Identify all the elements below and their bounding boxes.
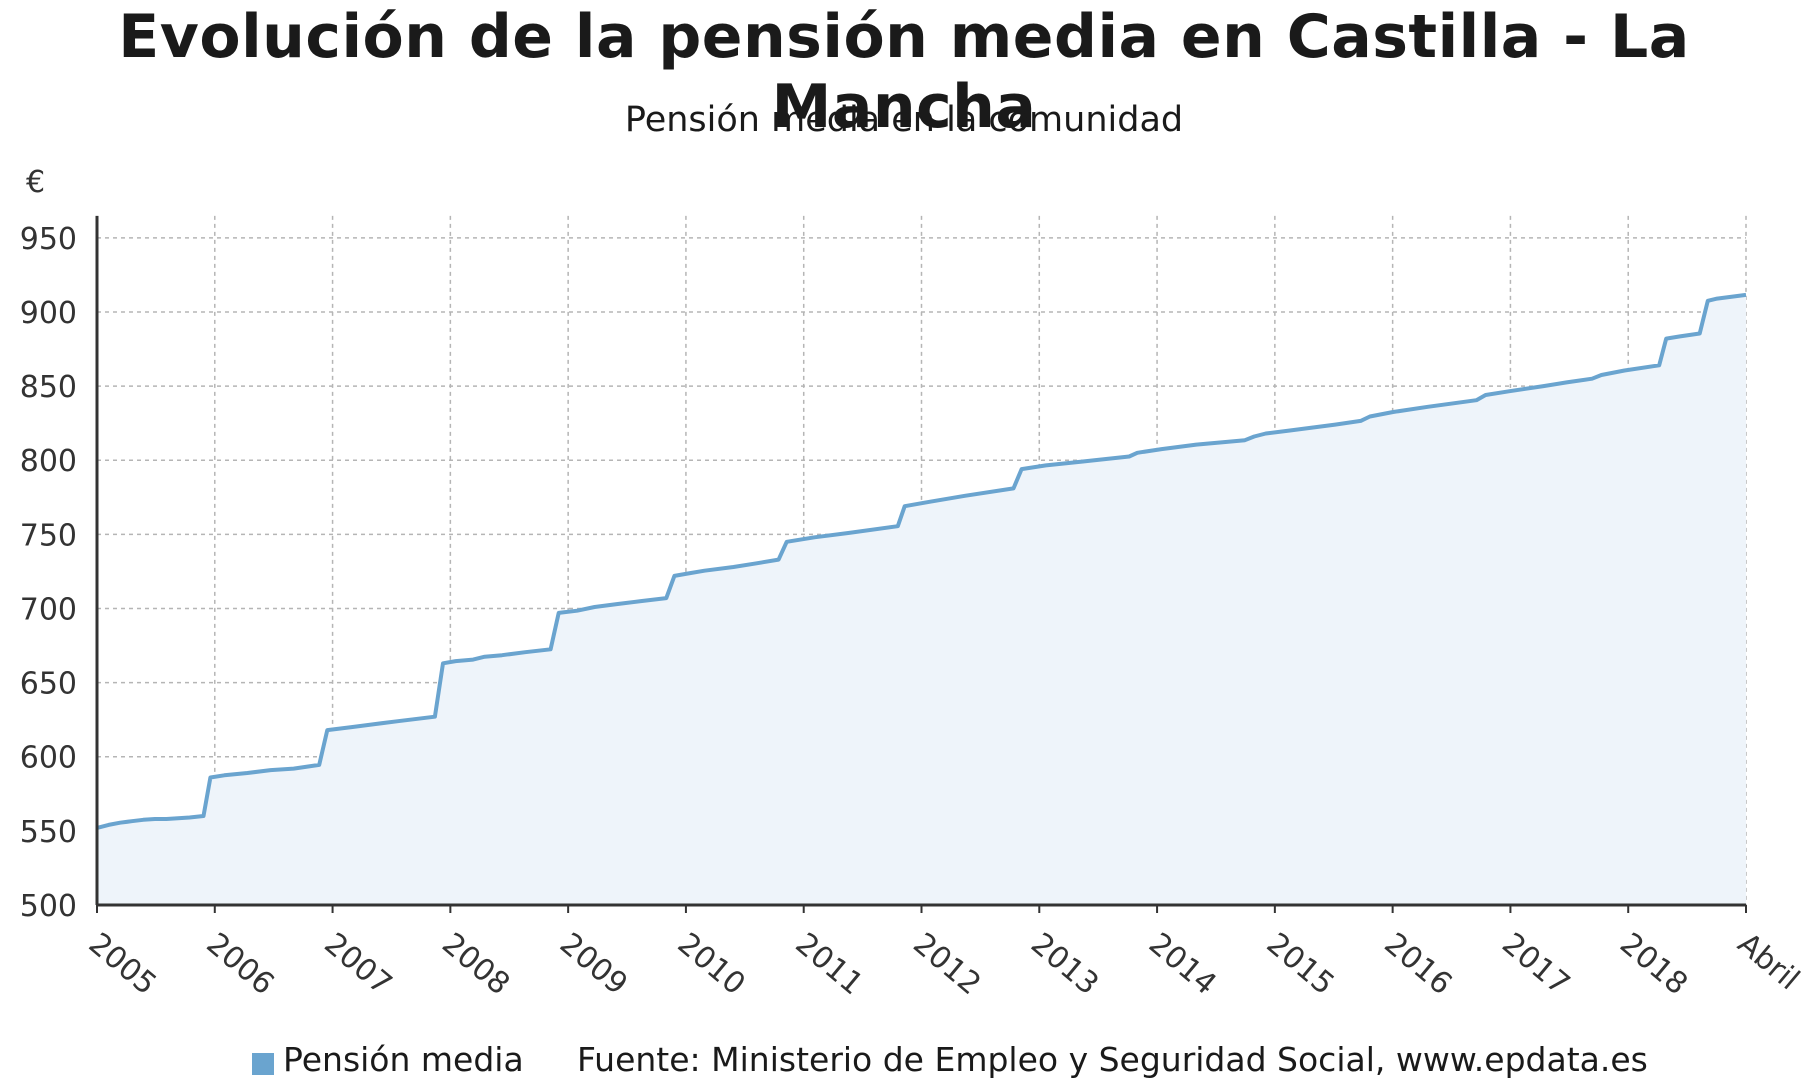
x-tick-label: 2014 — [1142, 926, 1223, 1002]
legend-label: Pensión media — [283, 1040, 524, 1079]
chart-title: Evolución de la pensión media en Castill… — [118, 2, 1690, 142]
area-fill — [97, 294, 1746, 905]
chart-plot: 500 550 600 650 700 750 800 850 900 950 2005 2006 20… — [20, 165, 1806, 1002]
y-axis-unit-label: € — [26, 165, 45, 200]
x-tick-label: 2007 — [317, 926, 398, 1002]
x-tick-label: Abril — [1731, 926, 1806, 997]
x-tick-label: 2009 — [553, 926, 634, 1002]
x-tick-label: 2006 — [200, 926, 281, 1002]
y-tick-label: 950 — [20, 222, 77, 257]
x-tick-label: 2018 — [1613, 926, 1694, 1002]
y-tick-label: 700 — [20, 592, 77, 627]
y-tick-label: 750 — [20, 518, 77, 553]
y-tick-label: 500 — [20, 889, 77, 924]
x-tick-label: 2017 — [1495, 926, 1576, 1002]
y-tick-label: 650 — [20, 667, 77, 702]
y-tick-label: 600 — [20, 741, 77, 776]
x-tick-label: 2011 — [789, 926, 870, 1002]
y-tick-label: 550 — [20, 815, 77, 850]
x-tick-label: 2012 — [906, 926, 987, 1002]
y-tick-label: 800 — [20, 444, 77, 479]
series-line-pension-media — [96, 292, 1747, 830]
source-text: Fuente: Ministerio de Empleo y Seguridad… — [577, 1040, 1648, 1079]
x-tick-label: 2015 — [1260, 926, 1341, 1002]
x-tick-label: 2013 — [1024, 926, 1105, 1002]
x-tick-label: 2005 — [82, 926, 163, 1002]
x-tick-label: 2008 — [435, 926, 516, 1002]
y-tick-label: 900 — [20, 296, 77, 331]
x-tick-label: 2016 — [1378, 926, 1459, 1002]
legend-swatch — [252, 1053, 274, 1075]
x-tick-label: 2010 — [671, 926, 752, 1002]
y-tick-label: 850 — [20, 370, 77, 405]
chart-subtitle: Pensión media en la comunidad — [624, 100, 1184, 140]
